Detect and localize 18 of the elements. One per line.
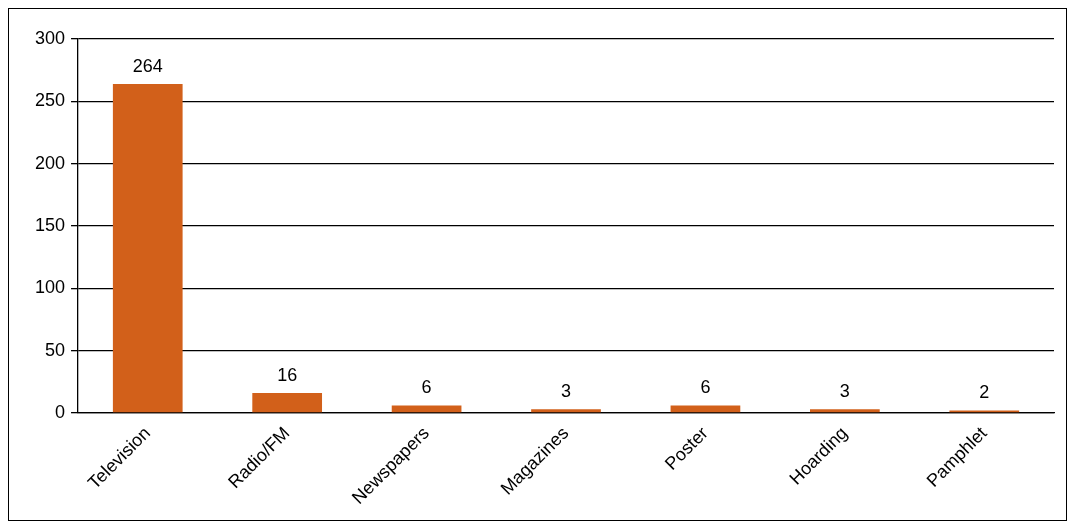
data-label: 3: [839, 381, 850, 402]
y-tick-label: 0: [55, 401, 66, 422]
y-tick-label: 50: [45, 339, 66, 360]
y-tick-label: 100: [34, 277, 66, 298]
y-tick-label: 300: [34, 27, 66, 48]
data-label: 3: [561, 381, 572, 402]
data-label: 16: [277, 365, 298, 386]
y-tick-label: 200: [34, 152, 66, 173]
y-tick-label: 150: [34, 214, 66, 235]
data-label: 2: [979, 382, 990, 403]
bar: [112, 83, 183, 413]
data-label: 6: [700, 377, 711, 398]
bar: [252, 393, 323, 413]
bar: [531, 409, 601, 413]
data-label: 6: [421, 377, 432, 398]
y-tick-label: 250: [34, 90, 66, 111]
data-label: 264: [132, 55, 163, 76]
bar: [810, 409, 880, 413]
